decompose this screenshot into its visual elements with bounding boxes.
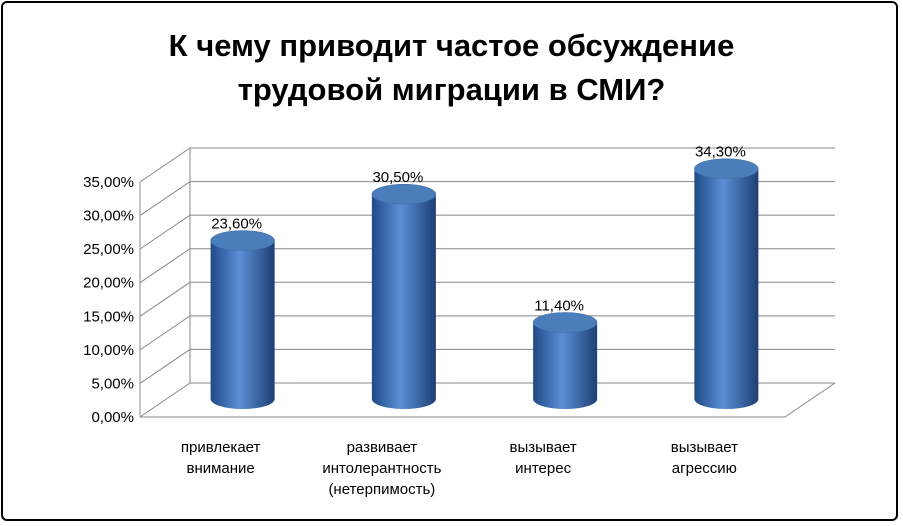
value-label: 11,40% bbox=[534, 297, 584, 314]
x-tick-label: вызывает интерес bbox=[509, 439, 576, 477]
floor bbox=[140, 382, 836, 418]
y-tick-label: 25,00% bbox=[83, 241, 134, 258]
value-label: 23,60% bbox=[211, 216, 262, 233]
y-tick-label: 5,00% bbox=[91, 375, 134, 392]
bar-top bbox=[371, 183, 437, 205]
bar-top bbox=[210, 230, 275, 251]
value-label: 30,50% bbox=[372, 169, 423, 186]
y-tick-label: 35,00% bbox=[83, 174, 134, 191]
chart-title: К чему приводит частое обсуждение трудов… bbox=[168, 28, 735, 107]
y-tick-label: 20,00% bbox=[83, 275, 134, 292]
y-tick-label: 0,00% bbox=[91, 409, 134, 426]
chart-title-box: К чему приводит частое обсуждение трудов… bbox=[0, 24, 903, 112]
x-tick-label: развивает интолерантность (нетерпимость) bbox=[322, 439, 441, 498]
x-tick-label: вызывает агрессию bbox=[671, 439, 738, 477]
bar bbox=[533, 322, 598, 409]
bar-top bbox=[532, 312, 598, 333]
x-tick-label: привлекает внимание bbox=[181, 439, 261, 477]
y-tick-label: 30,00% bbox=[83, 208, 134, 225]
y-tick-label: 10,00% bbox=[83, 342, 134, 359]
axis-wall bbox=[139, 148, 191, 417]
bar bbox=[210, 240, 275, 409]
bar bbox=[694, 168, 759, 409]
bar bbox=[371, 194, 436, 409]
y-tick-label: 15,00% bbox=[83, 308, 134, 325]
value-label: 34,30% bbox=[695, 144, 746, 161]
bar-top bbox=[694, 158, 759, 179]
